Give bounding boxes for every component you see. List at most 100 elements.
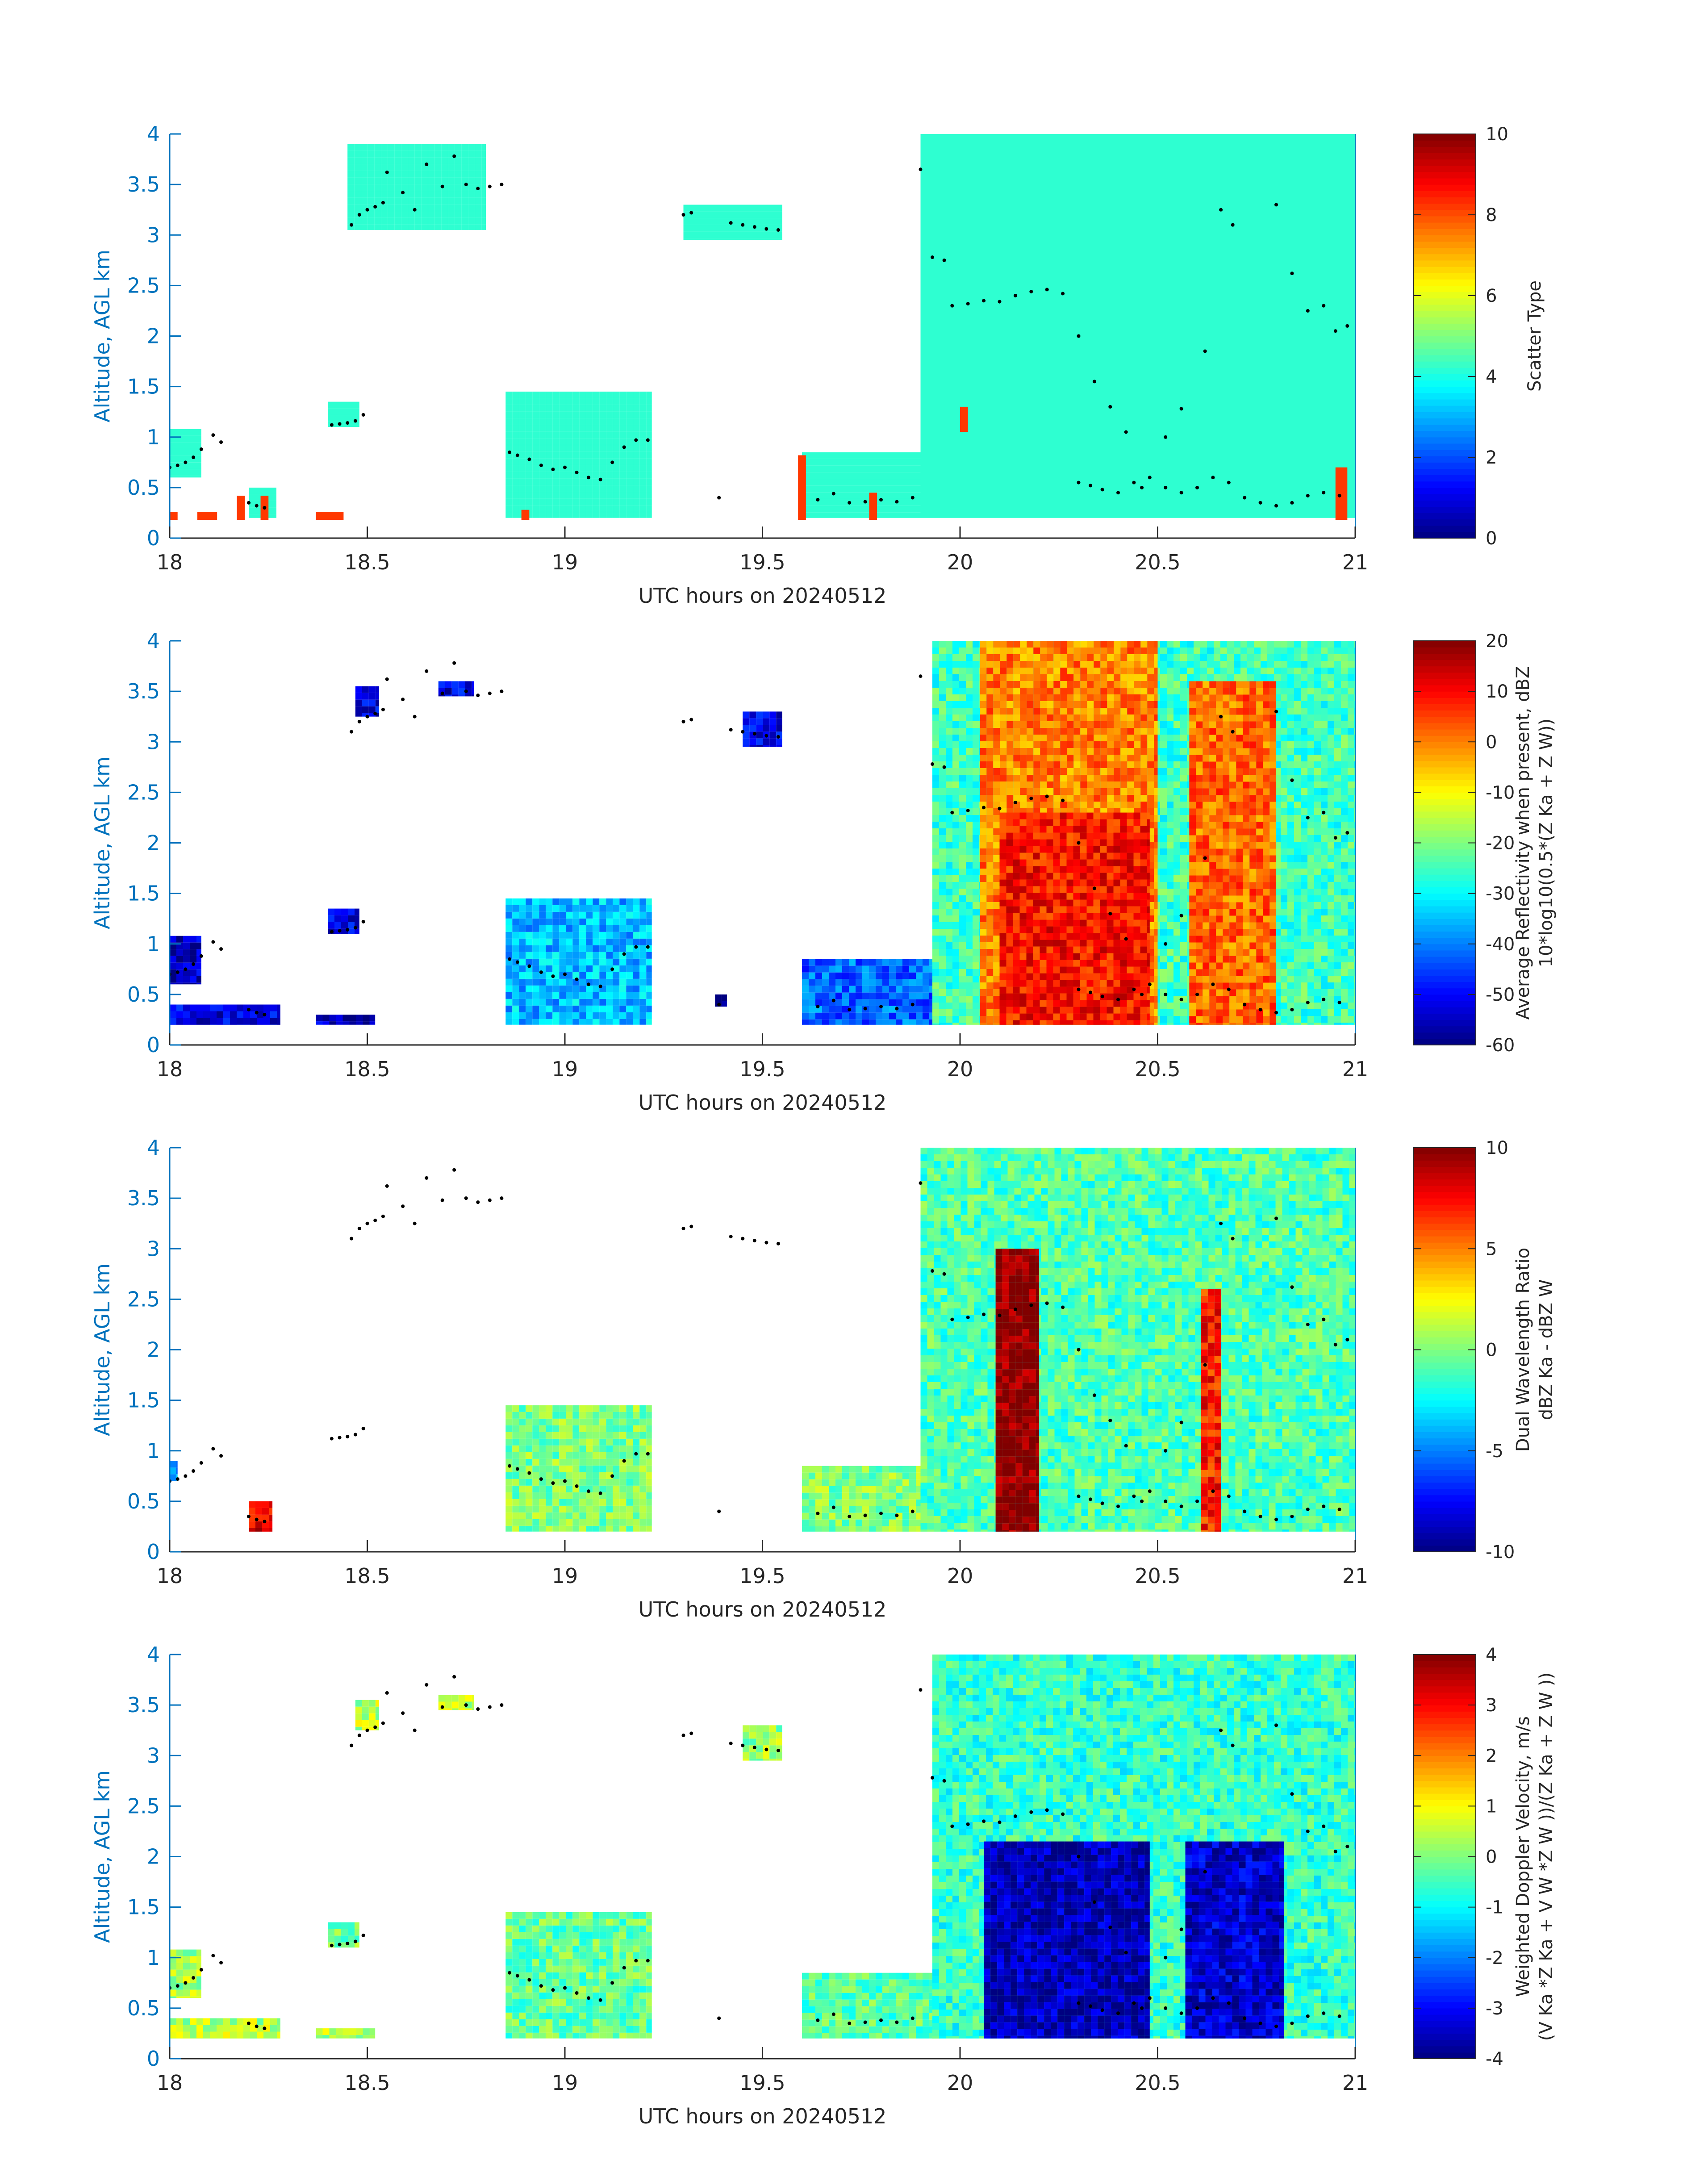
heatmap-cell <box>1275 422 1282 429</box>
heatmap-cell <box>586 405 593 412</box>
heatmap-cell <box>1242 362 1249 368</box>
heatmap-cell <box>1208 375 1215 382</box>
heatmap-cell <box>960 496 968 502</box>
heatmap-cell <box>1329 509 1336 516</box>
heatmap-cell <box>1249 422 1256 429</box>
heatmap-cell <box>1202 188 1209 194</box>
heatmap-cell <box>1041 509 1048 516</box>
heatmap-cell <box>1275 255 1282 261</box>
heatmap-cell <box>1275 516 1282 518</box>
heatmap-cell <box>1188 234 1195 241</box>
heatmap-cell <box>626 458 633 465</box>
heatmap-cell <box>388 157 395 164</box>
heatmap-cell <box>249 487 255 494</box>
heatmap-cell <box>1202 382 1209 389</box>
heatmap-cell <box>940 496 948 502</box>
heatmap-cell <box>920 221 927 228</box>
heatmap-cell <box>381 184 388 191</box>
heatmap-cell <box>1188 355 1195 362</box>
heatmap-cell <box>954 482 961 489</box>
heatmap-cell <box>1034 248 1041 255</box>
heatmap-cell <box>1088 241 1095 248</box>
heatmap-cell <box>940 161 948 167</box>
heatmap-cell <box>455 177 462 184</box>
heatmap-cell <box>1034 476 1041 482</box>
heatmap-cell <box>927 462 934 469</box>
heatmap-cell <box>1101 248 1108 255</box>
heatmap-cell <box>889 472 896 479</box>
heatmap-cell <box>934 389 941 395</box>
heatmap-cell <box>1001 301 1008 308</box>
heatmap-cell <box>987 496 994 502</box>
heatmap-cell <box>1302 389 1309 395</box>
heatmap-cell <box>940 516 948 518</box>
heatmap-cell <box>1088 261 1095 268</box>
heatmap-cell <box>876 492 882 499</box>
heatmap-cell <box>586 418 593 425</box>
heatmap-cell <box>1054 375 1061 382</box>
heatmap-cell <box>967 368 974 375</box>
heatmap-cell <box>1249 221 1256 228</box>
heatmap-cell <box>1041 322 1048 328</box>
heatmap-cell <box>599 451 606 459</box>
heatmap-cell <box>1128 489 1135 496</box>
heatmap-cell <box>646 431 652 439</box>
heatmap-cell <box>1054 308 1061 315</box>
heatmap-cell <box>1061 355 1068 362</box>
heatmap-cell <box>920 389 927 395</box>
heatmap-cell <box>579 445 586 452</box>
heatmap-cell <box>770 231 777 238</box>
heatmap-cell <box>1088 208 1095 214</box>
cloud-top-dot <box>1092 380 1096 384</box>
heatmap-cell <box>1255 234 1262 241</box>
heatmap-cell <box>1135 301 1142 308</box>
heatmap-cell <box>1182 355 1189 362</box>
heatmap-cell <box>546 398 553 405</box>
heatmap-cell <box>546 472 553 479</box>
heatmap-cell <box>1322 188 1329 194</box>
heatmap-cell <box>1195 147 1202 154</box>
heatmap-cell <box>1289 275 1296 281</box>
heatmap-cell <box>1041 362 1048 368</box>
heatmap-cell <box>981 435 988 442</box>
heatmap-cell <box>1329 221 1336 228</box>
heatmap-cell <box>757 238 764 240</box>
y-tick-label: 1 <box>147 425 160 449</box>
heatmap-cell <box>1262 476 1269 482</box>
heatmap-cell <box>1088 409 1095 415</box>
heatmap-cell <box>579 391 586 398</box>
heatmap-cell <box>1188 362 1195 368</box>
heatmap-cell <box>1068 516 1075 518</box>
heatmap-cell <box>920 415 927 422</box>
heatmap-cell <box>1021 409 1028 415</box>
heatmap-cell <box>1315 415 1323 422</box>
heatmap-cell <box>1295 362 1303 368</box>
heatmap-cell <box>1175 281 1182 288</box>
heatmap-cell <box>1195 455 1202 462</box>
heatmap-cell <box>809 459 815 466</box>
heatmap-cell <box>1175 141 1182 147</box>
heatmap-cell <box>1309 201 1316 208</box>
heatmap-cell <box>539 445 546 452</box>
heatmap-cell <box>954 228 961 234</box>
heatmap-cell <box>974 496 981 502</box>
heatmap-cell <box>889 459 896 466</box>
heatmap-cell <box>586 451 593 459</box>
heatmap-cell <box>1322 241 1329 248</box>
heatmap-cell <box>856 492 862 499</box>
heatmap-cell <box>1242 268 1249 275</box>
heatmap-cell <box>441 144 448 151</box>
heatmap-cell <box>947 496 954 502</box>
heatmap-cell <box>1269 214 1276 221</box>
heatmap-cell <box>1027 248 1035 255</box>
heatmap-cell <box>1148 348 1155 355</box>
heatmap-cell <box>960 147 968 154</box>
heatmap-cell <box>1161 288 1169 295</box>
heatmap-cell <box>920 161 927 167</box>
heatmap-cell <box>1315 301 1323 308</box>
heatmap-cell <box>512 398 519 405</box>
heatmap-cell <box>1215 422 1222 429</box>
cloud-top-dot <box>863 500 867 504</box>
heatmap-cell <box>743 225 751 232</box>
heatmap-cell <box>1027 134 1035 141</box>
